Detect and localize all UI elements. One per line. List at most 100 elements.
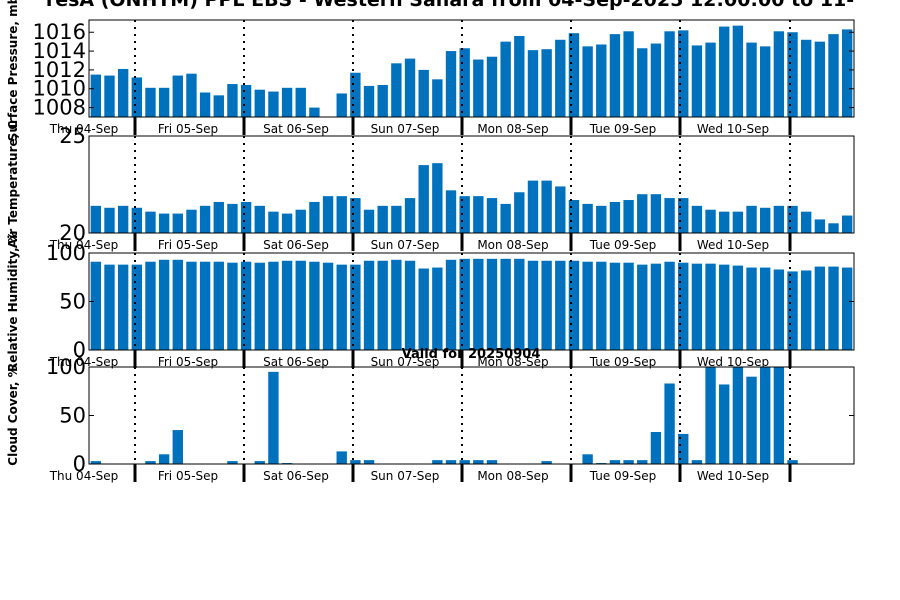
bar	[828, 266, 839, 350]
bar	[172, 430, 183, 464]
bar	[705, 42, 716, 117]
bar	[227, 203, 238, 233]
bar	[254, 205, 265, 233]
y-tick-label: 0	[73, 452, 86, 476]
x-tick-label: Tue 09-Sep	[589, 469, 657, 483]
bar	[350, 460, 361, 464]
bar	[281, 87, 293, 117]
bar	[281, 213, 293, 233]
bar	[787, 460, 798, 464]
bar	[514, 192, 525, 233]
bar	[391, 259, 402, 350]
bar	[527, 50, 539, 117]
bar	[719, 211, 730, 233]
bar	[678, 433, 689, 464]
bar	[623, 200, 634, 233]
bar	[650, 43, 662, 117]
bar	[705, 263, 716, 350]
bar	[404, 58, 416, 117]
x-tick-label: Thu 04-Sep	[49, 469, 119, 483]
bar	[117, 205, 129, 233]
bar	[841, 215, 853, 233]
bar	[582, 203, 593, 233]
x-tick-label: Wed 10-Sep	[697, 469, 769, 483]
figure-subtitle: Valid for 20250904	[402, 347, 541, 362]
bar	[445, 51, 457, 117]
bar	[609, 201, 621, 233]
bar	[172, 213, 183, 233]
y-tick-label: 100	[46, 241, 86, 265]
bar	[459, 48, 470, 117]
bar	[623, 460, 634, 464]
bar	[664, 261, 675, 350]
bar	[732, 25, 744, 117]
bar	[486, 198, 498, 233]
bar	[568, 260, 580, 350]
bar	[363, 85, 375, 117]
bar	[746, 267, 757, 350]
bar	[746, 42, 757, 117]
y-tick-label: 20	[59, 221, 86, 245]
bar	[158, 259, 170, 350]
bar	[418, 165, 429, 233]
figure-title: resA (ONHTM) PPL EBS - Western Sahara fr…	[46, 0, 854, 11]
bar	[555, 186, 566, 233]
bar	[240, 201, 252, 233]
y-tick-label: 100	[46, 355, 86, 379]
bar	[227, 461, 238, 464]
bar	[322, 262, 334, 350]
bar	[841, 267, 853, 350]
bar	[555, 39, 566, 117]
bar	[404, 260, 416, 350]
bar	[227, 262, 238, 350]
bar	[732, 265, 744, 350]
x-tick-label: Sat 06-Sep	[263, 238, 329, 252]
bar	[773, 269, 785, 350]
bar	[445, 190, 457, 233]
bar	[691, 263, 703, 350]
bar	[158, 454, 170, 464]
bar	[664, 198, 675, 233]
bar	[199, 261, 211, 350]
bar	[773, 31, 785, 117]
bar	[691, 45, 703, 117]
bar	[541, 49, 552, 117]
bar	[350, 264, 361, 350]
x-tick-label: Sun 07-Sep	[371, 355, 440, 369]
bar	[309, 261, 320, 350]
bar	[787, 271, 798, 350]
bar	[637, 48, 648, 117]
bar	[787, 32, 798, 117]
bar	[705, 209, 716, 233]
bar	[145, 461, 156, 464]
chart-panel-3: 0 50 100 Relative Humidity, % Thu 04-Sep Fri …	[6, 231, 855, 372]
axes-frame	[88, 135, 855, 234]
bar	[760, 46, 771, 117]
x-tick-label: Wed 10-Sep	[697, 238, 769, 252]
y-tick-label: 1014	[33, 39, 86, 63]
bar	[295, 87, 306, 117]
y-tick-label: 50	[59, 404, 86, 428]
bar	[760, 207, 771, 233]
x-tick-label: Fri 05-Sep	[158, 355, 218, 369]
bar	[650, 431, 662, 464]
bar	[664, 383, 675, 464]
bar	[773, 367, 785, 464]
bar	[445, 460, 457, 464]
bar-series	[90, 163, 853, 233]
axes-frame	[88, 19, 855, 118]
bar	[432, 267, 443, 350]
y-axis-label: Relative Humidity, %	[6, 231, 20, 372]
bar	[281, 260, 293, 350]
bar	[199, 205, 211, 233]
bar	[527, 260, 539, 350]
bar	[90, 261, 102, 350]
bar	[309, 107, 320, 117]
bar	[350, 198, 361, 233]
bar	[350, 72, 361, 117]
bar	[432, 163, 443, 233]
bar	[336, 196, 347, 233]
bar	[500, 203, 511, 233]
bar	[158, 213, 170, 233]
